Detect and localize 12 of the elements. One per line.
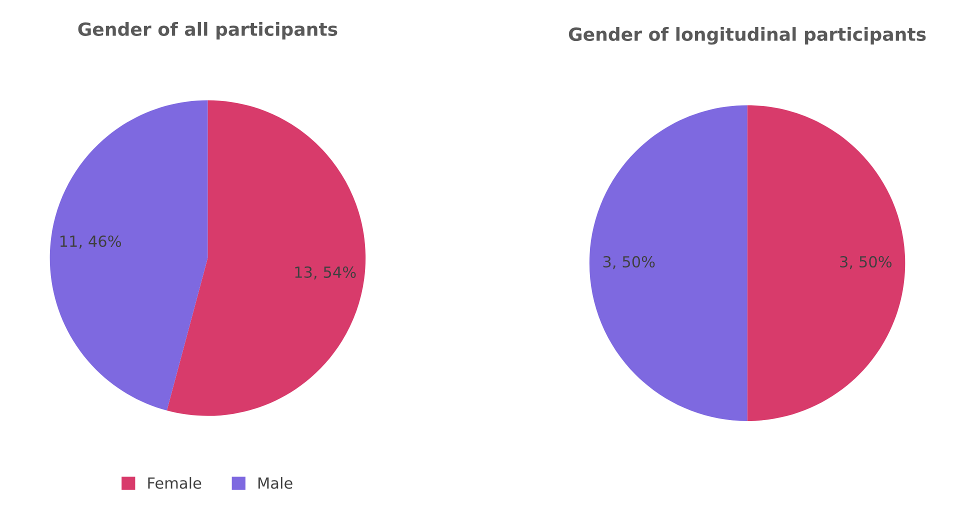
pie-slice <box>589 105 748 421</box>
pie-slice <box>50 100 208 411</box>
data-label: 13, 54% <box>295 266 356 280</box>
chart-title: Gender of all participants <box>78 22 338 40</box>
legend-label: Female <box>148 477 202 489</box>
data-label: 3, 50% <box>603 256 655 270</box>
chart-title: Gender of longitudinal participants <box>568 27 926 45</box>
pie-slice <box>747 105 906 421</box>
data-label: 11, 46% <box>60 235 122 249</box>
legend-label: Male <box>258 477 292 489</box>
data-label: 3, 50% <box>840 256 892 270</box>
pie-slice <box>166 100 366 416</box>
